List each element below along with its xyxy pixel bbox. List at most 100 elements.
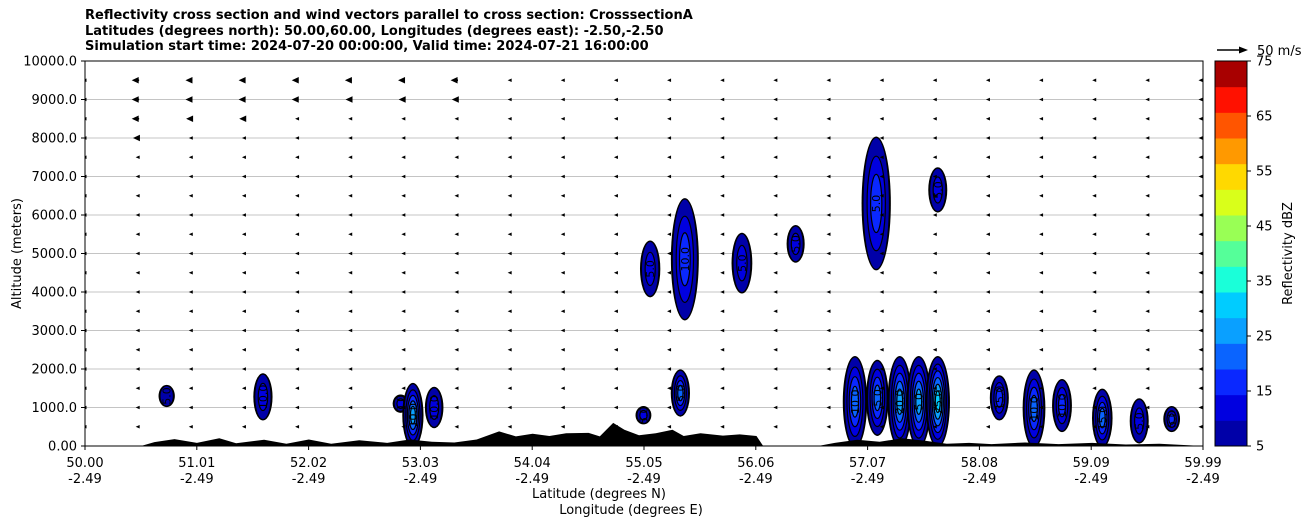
wind-vector [507,232,512,237]
wind-vector-head [295,328,300,333]
x-tick-label-lat: 58.08 [961,456,998,471]
wind-vector-head [295,174,300,179]
wind-vector [720,270,725,275]
wind-vector [1039,116,1044,121]
wind-vector-head [295,386,300,391]
wind-vector [720,174,725,179]
x-tick-label-lon: -2.49 [1074,472,1108,487]
wind-vector-head [932,78,937,83]
wind-vector-head [879,309,884,314]
wind-vector-head [135,251,140,256]
wind-vector-head [560,136,565,140]
wind-vector [135,347,140,352]
wind-vector [773,174,778,179]
wind-vector-head [667,367,672,371]
wind-vector [667,270,672,275]
wind-vector [879,405,884,410]
wind-vector-head [720,213,725,217]
wind-vector [507,174,512,179]
wind-vector [348,232,353,237]
wind-vector [1198,193,1203,198]
wind-vector [720,78,725,83]
colorbar-segment [1215,163,1247,190]
wind-vector-head [879,347,884,352]
wind-vector-head [451,96,459,103]
wind-vector-head [879,97,884,102]
wind-vector-head [613,405,618,410]
wind-vector-head [348,174,353,179]
x-tick-label-lat: 55.05 [625,456,662,471]
wind-vector [401,347,406,352]
wind-vector-head [667,97,672,102]
wind-vector [241,386,246,391]
wind-vector-head [241,367,246,371]
wind-vector-head [135,232,140,237]
wind-vector [773,405,778,410]
wind-vector-head [826,155,831,160]
wind-vector [985,213,990,217]
wind-vector-head [454,290,459,294]
wind-vector-head [1092,174,1097,179]
wind-vector-head [773,424,778,429]
contour-label: 15.0 [1096,406,1109,431]
wind-vector [720,251,725,256]
wind-vector-head [348,193,353,198]
wind-vector [398,96,406,103]
colorbar-segment [1215,317,1247,344]
wind-vector-head [454,174,459,179]
quiver-key-arrowhead [1239,46,1248,54]
wind-vector [188,290,193,294]
wind-vector-head [348,328,353,333]
wind-vector-head [344,77,352,84]
wind-vector [401,213,406,217]
colorbar-segment [1215,369,1247,396]
wind-vector [613,347,618,352]
wind-vector-head [613,328,618,333]
wind-vector-head [613,155,618,160]
wind-vector-head [613,309,618,314]
wind-vector [295,174,300,179]
wind-vector-head [241,386,246,391]
y-tick-label: 0.00 [48,440,77,455]
wind-vector-head [1092,193,1097,198]
wind-vector-head [773,155,778,160]
wind-vector-head [1145,251,1150,256]
cell-contour [1057,393,1067,418]
wind-vector-head [507,136,512,140]
wind-vector-head [1145,155,1150,160]
wind-vector [135,328,140,333]
wind-vector-head [348,309,353,314]
wind-vector-head [932,290,937,294]
wind-vector [1092,290,1097,294]
wind-vector [454,232,459,237]
wind-vector [667,78,672,83]
wind-vector [135,367,140,371]
wind-vector [613,367,618,371]
contour-label: 5.0 [870,195,883,213]
contour-label: 10.0 [407,403,420,428]
wind-vector-head [188,386,193,391]
wind-vector [560,270,565,275]
wind-vector-head [188,309,193,314]
wind-vector-head [1039,213,1044,217]
wind-vector-head [507,116,512,121]
wind-vector [188,424,193,429]
x-tick-label-lat: 56.06 [737,456,774,471]
wind-vector-head [932,193,937,198]
wind-vector [667,174,672,179]
wind-vector [295,116,300,121]
colorbar-tick-label: 5 [1256,440,1264,455]
x-tick-label-lon: -2.49 [515,472,549,487]
wind-vector-head [879,328,884,333]
wind-vector-head [348,367,353,371]
wind-vector-head [667,136,672,140]
colorbar-tick-label: 15 [1256,385,1273,400]
wind-vector [985,193,990,198]
wind-vector-head [667,386,672,391]
x-tick-label-lon: -2.49 [963,472,997,487]
wind-vector [613,424,618,429]
wind-vector [295,309,300,314]
wind-vector [188,405,193,410]
wind-vector-head [1145,174,1150,179]
wind-vector-head [773,386,778,391]
